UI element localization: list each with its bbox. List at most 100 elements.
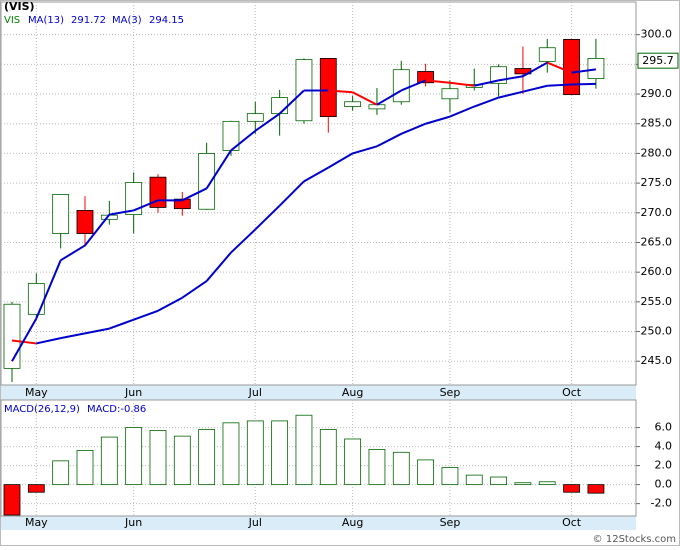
candle-body bbox=[368, 104, 386, 110]
ma-segment bbox=[376, 89, 402, 106]
ma-segment bbox=[60, 244, 86, 262]
y-tick-label: 260.0 bbox=[641, 265, 673, 278]
candle-body bbox=[417, 71, 435, 84]
macd-bar bbox=[222, 422, 240, 486]
ma-segment bbox=[230, 228, 256, 254]
macd-bar bbox=[587, 484, 605, 494]
candle-body bbox=[563, 39, 580, 96]
ma-segment bbox=[498, 90, 524, 99]
x-tick-label: Jun bbox=[124, 386, 142, 399]
macd-panel bbox=[0, 399, 637, 517]
macd-bar bbox=[246, 420, 264, 486]
y-tick-label: 4.0 bbox=[655, 440, 673, 453]
macd-bar bbox=[76, 449, 94, 486]
y-tick-label: 255.0 bbox=[641, 295, 673, 308]
candle-body bbox=[344, 101, 362, 107]
legend-ma: MA(13) bbox=[28, 15, 64, 26]
y-tick-label: 265.0 bbox=[641, 235, 673, 248]
ma-segment bbox=[352, 91, 378, 106]
candle-body bbox=[319, 58, 337, 118]
ma-segment bbox=[84, 213, 111, 247]
macd-bar bbox=[417, 459, 435, 486]
candle-body bbox=[3, 303, 21, 369]
ma-segment bbox=[157, 296, 183, 312]
ma-segment bbox=[327, 152, 354, 169]
ma-segment bbox=[474, 79, 499, 87]
macd-bar bbox=[198, 429, 216, 486]
macd-legend: MACD:-0.86 bbox=[87, 404, 146, 415]
macd-bar bbox=[538, 481, 556, 486]
ma-segment bbox=[571, 68, 597, 74]
macd-bar bbox=[441, 467, 459, 486]
candle-body bbox=[27, 283, 45, 315]
macd-bar bbox=[52, 460, 70, 486]
ma-segment bbox=[449, 81, 475, 87]
macd-bar bbox=[27, 484, 45, 493]
y-tick-label: 285.0 bbox=[641, 117, 673, 130]
candle-body bbox=[173, 198, 191, 210]
ma-segment bbox=[449, 105, 475, 118]
y-tick-label: -2.0 bbox=[651, 497, 672, 510]
macd-bar bbox=[149, 430, 167, 486]
ma-segment bbox=[133, 199, 159, 212]
x-tick-label: May bbox=[25, 516, 48, 529]
last-price-box bbox=[637, 52, 679, 69]
y-tick-label: 2.0 bbox=[655, 459, 673, 472]
y-tick-label: 250.0 bbox=[641, 325, 673, 338]
y-tick-label: 280.0 bbox=[641, 146, 673, 159]
ma-segment bbox=[425, 79, 451, 84]
last-price: 295.7 bbox=[642, 54, 674, 67]
candle-body bbox=[198, 153, 216, 210]
macd-bar bbox=[125, 427, 143, 486]
ma-segment bbox=[376, 132, 402, 148]
legend-ma: MA(3) bbox=[112, 15, 142, 26]
x-tick-label: Jul bbox=[248, 386, 262, 399]
ma-segment bbox=[205, 251, 232, 282]
legend-value: 294.15 bbox=[149, 15, 184, 26]
ma-segment bbox=[473, 96, 499, 108]
macd-bar bbox=[3, 484, 21, 516]
y-tick-label: 6.0 bbox=[655, 421, 673, 434]
macd-title: MACD(26,12,9) bbox=[4, 404, 80, 415]
ma-segment bbox=[181, 280, 208, 299]
ma-segment bbox=[328, 89, 353, 94]
candle-body bbox=[587, 58, 605, 80]
chart-title: (VIS) bbox=[4, 0, 35, 13]
macd-bar bbox=[271, 420, 289, 486]
ma-segment bbox=[11, 317, 38, 362]
candle-body bbox=[538, 47, 556, 62]
x-tick-label: Jul bbox=[248, 516, 262, 529]
ma-segment bbox=[60, 332, 86, 340]
macd-bar bbox=[392, 451, 410, 486]
ma-segment bbox=[571, 82, 596, 86]
y-tick-label: 270.0 bbox=[641, 206, 673, 219]
y-tick-label: 0.0 bbox=[655, 478, 673, 491]
x-tick-label: Oct bbox=[562, 516, 582, 529]
x-axis-band bbox=[1, 516, 636, 530]
x-tick-label: Aug bbox=[342, 516, 363, 529]
candle-body bbox=[125, 182, 143, 215]
ma-segment bbox=[181, 187, 208, 202]
ma-segment bbox=[254, 112, 281, 132]
ma-segment bbox=[498, 75, 524, 82]
ma-segment bbox=[400, 122, 426, 135]
candle-body bbox=[392, 69, 410, 103]
macd-bar bbox=[563, 484, 580, 493]
macd-bar bbox=[368, 449, 386, 486]
ma-segment bbox=[547, 83, 572, 87]
ma-segment bbox=[84, 327, 110, 335]
macd-bar bbox=[319, 429, 337, 486]
ma-segment bbox=[230, 130, 256, 152]
ma-segment bbox=[109, 209, 134, 216]
candle-body bbox=[76, 210, 94, 234]
ma-segment bbox=[303, 166, 329, 183]
macd-bar bbox=[465, 474, 483, 486]
macd-bar bbox=[173, 435, 191, 486]
macd-bar bbox=[344, 438, 362, 486]
ma-segment bbox=[108, 318, 134, 330]
ma-segment bbox=[546, 61, 572, 74]
candle-body bbox=[246, 113, 264, 122]
y-tick-label: 275.0 bbox=[641, 176, 673, 189]
ma-segment bbox=[522, 61, 548, 78]
